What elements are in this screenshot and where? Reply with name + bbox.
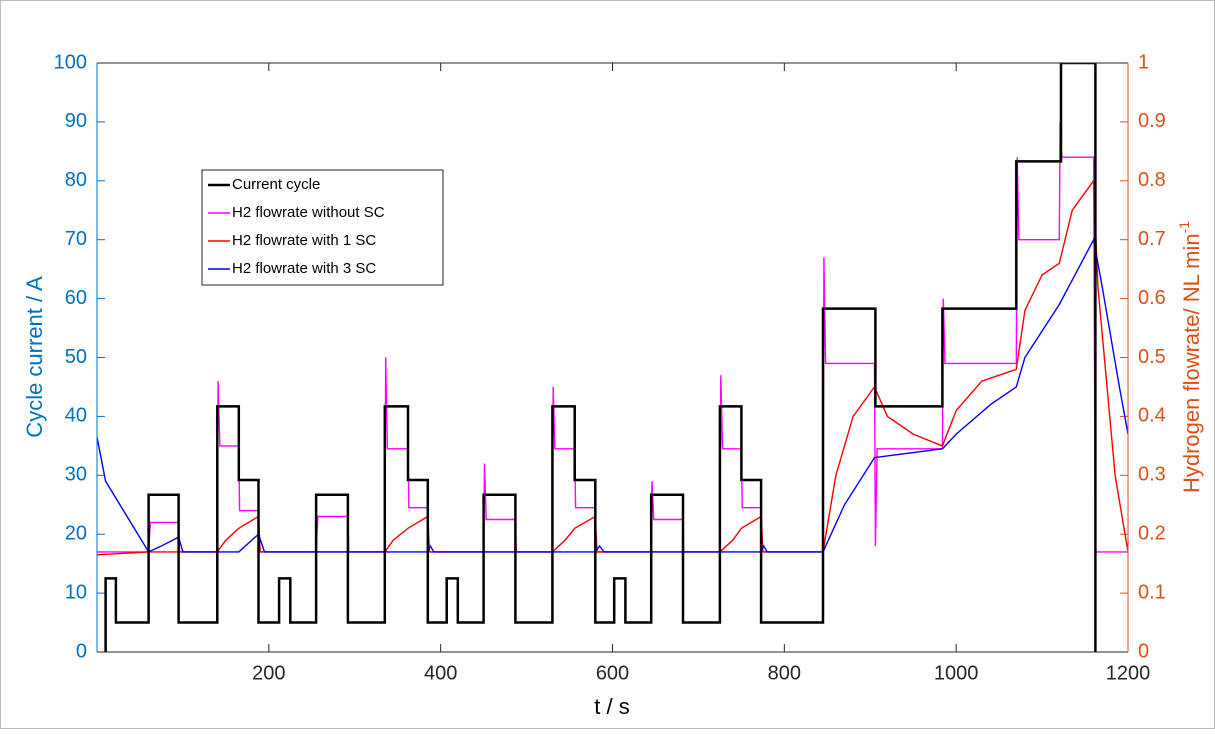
- x-tick-label: 800: [768, 662, 801, 684]
- y-tick-label: 20: [65, 522, 87, 544]
- y-tick-label: 0: [76, 640, 87, 662]
- y-axis-label: Cycle current / A: [22, 276, 47, 438]
- plot-area: [97, 63, 1128, 652]
- y-tick-label: 50: [65, 346, 87, 368]
- y-tick-label: 10: [65, 581, 87, 603]
- x-tick-label: 1200: [1106, 662, 1151, 684]
- y-tick-label: 90: [65, 110, 87, 132]
- y2-tick-label: 1: [1138, 51, 1149, 73]
- y-tick-label: 60: [65, 287, 87, 309]
- y2-label-sup: -1: [1176, 221, 1192, 234]
- y2-axis-label: Hydrogen flowrate/ NL min-1: [1176, 221, 1204, 493]
- x-tick-label: 600: [596, 662, 629, 684]
- y2-tick-label: 0.5: [1138, 346, 1166, 368]
- y2-label-text: Hydrogen flowrate/ NL min: [1179, 233, 1204, 493]
- y2-tick-label: 0.1: [1138, 581, 1166, 603]
- y-tick-label: 40: [65, 405, 87, 427]
- y2-tick-label: 0.2: [1138, 522, 1166, 544]
- y2-tick-label: 0.8: [1138, 169, 1166, 191]
- x-tick-label: 1000: [934, 662, 979, 684]
- legend-label: Current cycle: [232, 176, 320, 193]
- y2-tick-label: 0.9: [1138, 110, 1166, 132]
- legend-label: H2 flowrate with 3 SC: [232, 260, 376, 277]
- line-series: [104, 63, 1097, 652]
- y2-tick-label: 0.4: [1138, 405, 1166, 427]
- x-tick-label: 400: [424, 662, 457, 684]
- y-tick-label: 100: [54, 51, 87, 73]
- y2-tick-label: 0.6: [1138, 287, 1166, 309]
- x-axis-label: t / s: [594, 694, 629, 719]
- y2-tick-label: 0.3: [1138, 464, 1166, 486]
- y-tick-label: 30: [65, 464, 87, 486]
- legend-label: H2 flowrate without SC: [232, 204, 385, 221]
- y2-tick-label: 0.7: [1138, 228, 1166, 250]
- y-tick-label: 70: [65, 228, 87, 250]
- y2-tick-label: 0: [1138, 640, 1149, 662]
- legend-label: H2 flowrate with 1 SC: [232, 232, 376, 249]
- y-tick-label: 80: [65, 169, 87, 191]
- x-tick-label: 200: [252, 662, 285, 684]
- legend-box: [201, 169, 444, 286]
